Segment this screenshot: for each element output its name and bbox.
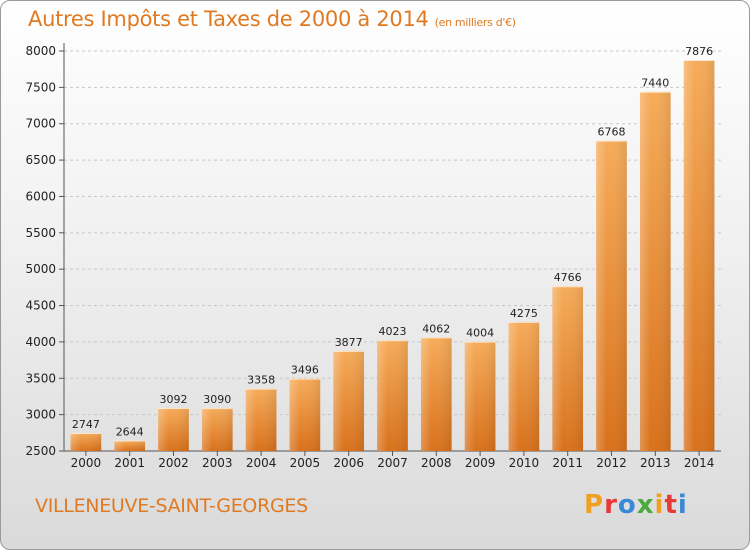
x-tick-label: 2014 (684, 456, 715, 470)
bar-shade (201, 408, 233, 451)
data-label: 4766 (554, 271, 582, 284)
x-tick-label: 2000 (71, 456, 102, 470)
chart-title-text: Autres Impôts et Taxes de 2000 à 2014 (28, 7, 429, 31)
y-tick-label: 3500 (25, 371, 56, 385)
data-label: 6768 (598, 126, 626, 139)
x-tick-label: 2003 (202, 456, 233, 470)
logo-letter: i (654, 490, 665, 520)
x-tick-label: 2012 (596, 456, 627, 470)
logo-letter: x (636, 490, 655, 520)
data-label: 4023 (379, 325, 407, 338)
data-label: 7440 (641, 77, 669, 90)
x-tick-label: 2010 (509, 456, 540, 470)
y-tick-label: 2500 (25, 444, 56, 458)
x-tick-label: 2009 (465, 456, 496, 470)
y-tick-label: 5000 (25, 262, 56, 276)
logo-letter: o (617, 490, 637, 520)
x-tick-label: 2011 (552, 456, 583, 470)
x-tick-label: 2002 (158, 456, 189, 470)
data-label: 2644 (116, 426, 144, 439)
bars (70, 60, 715, 452)
data-label: 2747 (72, 418, 100, 431)
y-tick-label: 7000 (25, 117, 56, 131)
data-label: 4004 (466, 327, 494, 340)
data-label: 3496 (291, 364, 319, 377)
data-label: 4275 (510, 307, 538, 320)
data-label: 4062 (422, 322, 450, 335)
x-tick-label: 2006 (333, 456, 364, 470)
logo-letter: r (604, 490, 618, 520)
y-tick-label: 6000 (25, 189, 56, 203)
x-tick-label: 2008 (421, 456, 452, 470)
bar-shade (70, 433, 102, 451)
bar-shade (464, 341, 496, 451)
x-tick-label: 2001 (114, 456, 145, 470)
chart-unit: (en milliers d'€) (434, 16, 516, 29)
bar-shade (552, 286, 584, 451)
data-label: 7876 (685, 45, 713, 58)
y-tick-label: 4000 (25, 335, 56, 349)
y-tick-label: 3000 (25, 408, 56, 422)
chart-title: Autres Impôts et Taxes de 2000 à 2014 (en… (28, 7, 516, 31)
bar-shade (289, 378, 321, 451)
x-tick-label: 2013 (640, 456, 671, 470)
logo-letter: i (677, 490, 688, 520)
labels: 2747 2000 2644 2001 3092 2002 3090 2003 3358 2004… (71, 45, 715, 470)
city-name: VILLENEUVE-SAINT-GEORGES (35, 495, 308, 517)
data-label: 3877 (335, 336, 363, 349)
x-tick-label: 2005 (290, 456, 321, 470)
data-label: 3358 (247, 374, 275, 387)
data-label: 3092 (160, 393, 188, 406)
data-label: 3090 (203, 393, 231, 406)
bar-shade (245, 388, 277, 451)
bar-shade (158, 407, 189, 451)
bar-shade (114, 440, 146, 451)
axes: 2500 3000 3500 4000 4500 5000 5500 6000 6500 7000… (25, 43, 721, 458)
bar-shade (333, 350, 365, 451)
bar-shade (377, 340, 408, 451)
y-tick-label: 7500 (25, 80, 56, 94)
bar-shade (683, 60, 715, 451)
x-tick-label: 2004 (246, 456, 277, 470)
y-tick-label: 8000 (25, 44, 56, 58)
y-tick-label: 4500 (25, 299, 56, 313)
y-tick-label: 6500 (25, 153, 56, 167)
bar-shade (420, 337, 452, 451)
x-tick-label: 2007 (377, 456, 408, 470)
bar-shade (596, 140, 627, 451)
bar-shade (639, 91, 671, 452)
logo-letter: P (584, 490, 605, 520)
y-tick-label: 5500 (25, 226, 56, 240)
bar-shade (508, 321, 540, 451)
logo-letter: t (664, 490, 678, 520)
proxiti-logo[interactable]: Proxiti (584, 490, 688, 520)
